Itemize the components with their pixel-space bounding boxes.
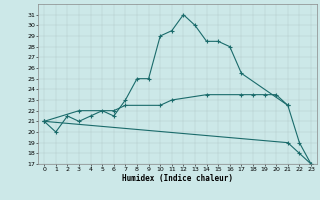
X-axis label: Humidex (Indice chaleur): Humidex (Indice chaleur) (122, 174, 233, 183)
